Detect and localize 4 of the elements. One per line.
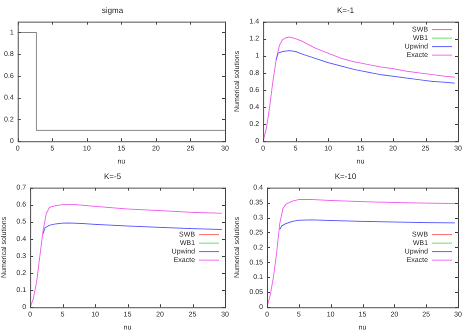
chart-title: K=-10 [334, 172, 357, 182]
chart-title: K=-5 [104, 172, 122, 182]
chart-title: sigma [102, 6, 124, 16]
chart-title: K=-1 [336, 6, 355, 16]
